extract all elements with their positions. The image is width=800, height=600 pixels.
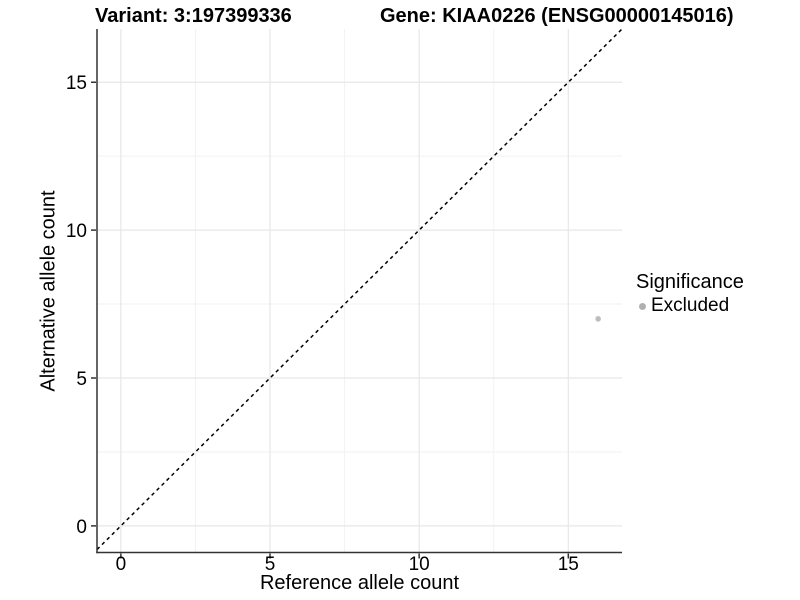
y-tick-label: 15 — [66, 73, 87, 94]
legend-title: Significance — [636, 271, 744, 293]
x-tick-label: 15 — [558, 554, 579, 575]
x-tick-label: 10 — [409, 554, 430, 575]
y-tick-label: 5 — [76, 369, 87, 390]
legend-item-label: Excluded — [651, 295, 730, 316]
y-axis-title: Alternative allele count — [37, 190, 60, 392]
x-tick-label: 5 — [265, 554, 276, 575]
gene-title: Gene: KIAA0226 (ENSG00000145016) — [380, 5, 734, 27]
variant-title: Variant: 3:197399336 — [95, 5, 292, 27]
legend: Significance Excluded — [636, 271, 744, 316]
x-tick-label: 0 — [116, 554, 127, 575]
y-tick-label: 0 — [76, 517, 87, 538]
identity-reference-line — [96, 28, 623, 551]
y-tick-label: 10 — [66, 221, 87, 242]
data-point — [595, 316, 601, 322]
legend-item-excluded: Excluded — [639, 296, 744, 316]
legend-point-icon — [639, 302, 646, 310]
x-axis-title: Reference allele count — [259, 572, 459, 594]
